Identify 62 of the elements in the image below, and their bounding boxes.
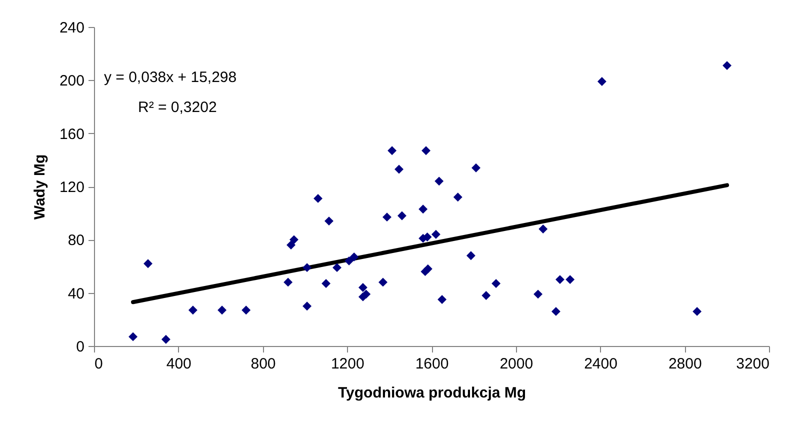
point xyxy=(434,176,444,186)
y-tick-label: 200 xyxy=(59,72,84,90)
y-axis-title: Wady Mg xyxy=(31,154,48,220)
point xyxy=(472,163,480,172)
x-tick-label: 2000 xyxy=(500,356,534,372)
x-tick-label: 800 xyxy=(250,356,276,372)
point xyxy=(551,306,560,316)
point xyxy=(188,306,198,315)
point xyxy=(322,279,331,288)
x-tick-label: 2400 xyxy=(584,356,618,372)
point xyxy=(418,204,428,214)
point xyxy=(344,256,354,266)
y-tick-label: 0 xyxy=(76,338,84,356)
point xyxy=(566,275,575,284)
point xyxy=(302,263,312,272)
point xyxy=(242,306,251,315)
annotation: R² = 0,3202 xyxy=(138,99,217,116)
point xyxy=(431,230,440,239)
point xyxy=(453,192,462,202)
point xyxy=(332,263,342,272)
annotation: y = 0,038x + 15,298 xyxy=(104,69,237,86)
point xyxy=(420,267,430,276)
point xyxy=(597,77,606,86)
point xyxy=(555,275,564,284)
point xyxy=(492,279,501,288)
point xyxy=(438,295,447,304)
point xyxy=(722,61,732,70)
point xyxy=(538,224,548,234)
point xyxy=(534,290,542,299)
point xyxy=(394,164,404,174)
y-tick-label: 240 xyxy=(59,20,84,36)
point xyxy=(692,306,702,316)
point xyxy=(144,259,152,268)
point xyxy=(397,211,406,220)
x-tick-label: 3200 xyxy=(736,356,770,372)
point xyxy=(161,334,170,344)
point xyxy=(466,251,476,260)
point xyxy=(302,302,312,311)
point xyxy=(324,216,334,226)
point xyxy=(284,278,293,287)
y-tick-label: 80 xyxy=(68,232,84,250)
x-axis-title: Tygodniowa produkcja Mg xyxy=(338,384,526,402)
point xyxy=(314,194,322,203)
x-tick-label: 1600 xyxy=(415,356,449,372)
x-tick-label: 2800 xyxy=(668,356,702,372)
point xyxy=(388,146,397,156)
point xyxy=(218,306,227,315)
point xyxy=(422,146,430,156)
point xyxy=(382,212,392,222)
point xyxy=(482,291,491,300)
point xyxy=(128,332,138,342)
point xyxy=(358,283,368,292)
point xyxy=(289,235,298,244)
point xyxy=(378,278,388,287)
point xyxy=(350,252,359,262)
point xyxy=(358,292,368,302)
x-tick-label: 1200 xyxy=(330,356,364,372)
y-tick-label: 160 xyxy=(59,126,84,143)
x-tick-label: 0 xyxy=(94,356,103,372)
y-tick-label: 120 xyxy=(59,179,84,196)
x-tick-label: 400 xyxy=(166,356,192,372)
y-tick-label: 40 xyxy=(68,285,84,302)
